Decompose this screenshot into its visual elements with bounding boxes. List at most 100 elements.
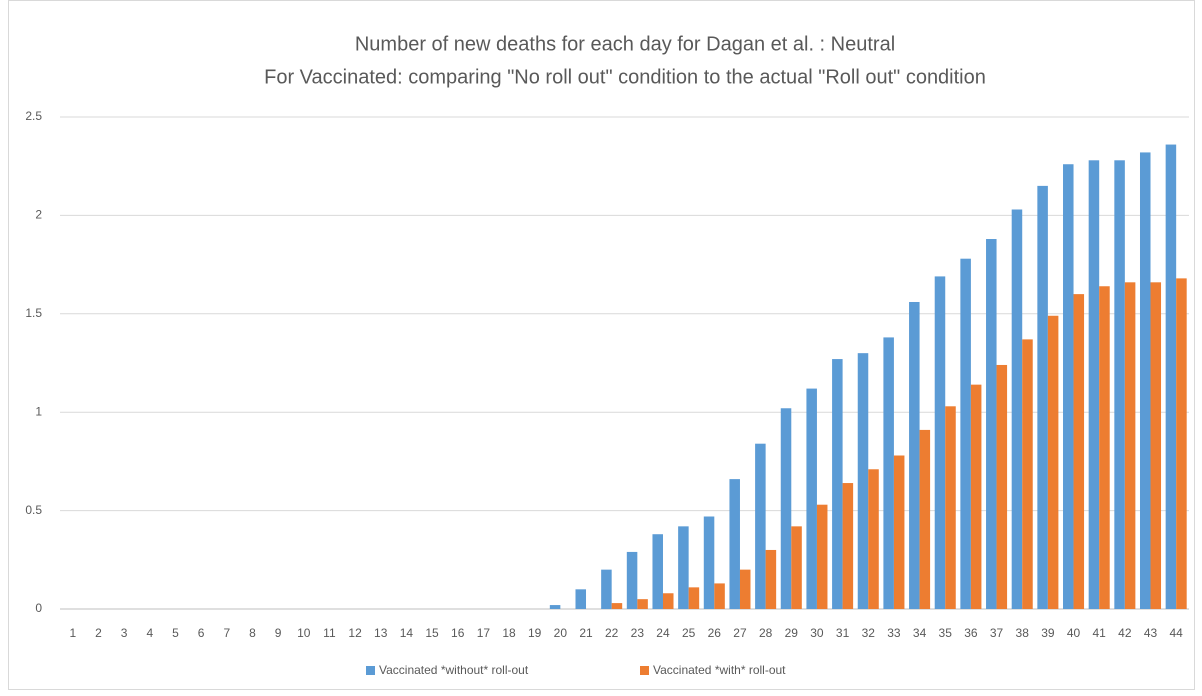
bar (1073, 294, 1085, 609)
x-tick-label: 33 (887, 626, 901, 640)
x-tick-label: 32 (862, 626, 876, 640)
x-tick-label: 18 (502, 626, 516, 640)
legend-swatch (366, 666, 375, 675)
x-tick-label: 21 (579, 626, 593, 640)
bar (857, 353, 869, 609)
bar (549, 605, 561, 609)
bar (755, 443, 766, 609)
y-tick-label: 2.5 (25, 109, 42, 123)
x-tick-label: 9 (275, 626, 282, 640)
bar (1037, 185, 1048, 609)
x-tick-label: 7 (223, 626, 230, 640)
bar (1150, 282, 1162, 609)
x-tick-label: 39 (1041, 626, 1055, 640)
x-tick-label: 43 (1144, 626, 1158, 640)
bar (1114, 160, 1125, 609)
bar (919, 429, 931, 609)
bar (1088, 160, 1100, 609)
bar (688, 587, 700, 609)
bar (626, 551, 638, 609)
x-tick-label: 38 (1016, 626, 1030, 640)
bar (1139, 152, 1151, 609)
bar (1047, 315, 1059, 609)
bar (986, 239, 997, 610)
bar (765, 549, 777, 609)
bar (637, 599, 648, 609)
x-tick-label: 20 (554, 626, 568, 640)
legend-swatch (640, 666, 649, 675)
bar (1011, 209, 1023, 609)
bar (652, 534, 663, 609)
bar (945, 406, 956, 609)
bar (883, 337, 894, 609)
bar (703, 516, 715, 609)
x-tick-label: 11 (323, 626, 336, 640)
x-tick-label: 37 (990, 626, 1004, 640)
x-tick-label: 44 (1169, 626, 1183, 640)
x-tick-label: 3 (121, 626, 128, 640)
x-tick-label: 16 (451, 626, 465, 640)
x-tick-label: 34 (913, 626, 927, 640)
x-tick-label: 23 (631, 626, 645, 640)
x-tick-label: 30 (810, 626, 824, 640)
bar (1022, 339, 1033, 609)
x-tick-label: 28 (759, 626, 773, 640)
x-tick-label: 14 (400, 626, 414, 640)
bar (816, 504, 828, 609)
x-tick-label: 29 (785, 626, 799, 640)
bar (611, 603, 623, 609)
bar (714, 583, 725, 609)
bar (662, 593, 674, 609)
x-tick-label: 25 (682, 626, 696, 640)
chart-subtitle: For Vaccinated: comparing "No roll out" … (264, 66, 986, 88)
x-tick-label: 5 (172, 626, 179, 640)
x-tick-label: 35 (939, 626, 953, 640)
x-tick-label: 42 (1118, 626, 1132, 640)
x-tick-label: 27 (733, 626, 747, 640)
x-tick-label: 15 (425, 626, 439, 640)
chart-title: Number of new deaths for each day for Da… (355, 33, 895, 55)
bar (868, 469, 879, 609)
x-tick-label: 24 (656, 626, 670, 640)
bar (791, 526, 802, 609)
bar (970, 384, 982, 609)
bar (780, 408, 792, 609)
x-tick-label: 13 (374, 626, 388, 640)
x-tick-label: 31 (836, 626, 850, 640)
x-tick-label: 2 (95, 626, 102, 640)
bar (806, 388, 817, 609)
x-tick-label: 17 (477, 626, 491, 640)
bar (729, 479, 740, 609)
bar (1176, 278, 1187, 609)
bar (575, 589, 587, 609)
bar (832, 359, 843, 609)
x-tick-label: 41 (1093, 626, 1107, 640)
y-tick-label: 0.5 (25, 503, 42, 517)
x-tick-label: 6 (198, 626, 205, 640)
x-tick-label: 36 (964, 626, 978, 640)
x-tick-label: 8 (249, 626, 256, 640)
legend-label: Vaccinated *with* roll-out (653, 663, 786, 677)
bar (909, 301, 920, 609)
bar (1124, 282, 1136, 609)
bar (601, 569, 612, 609)
x-tick-label: 4 (146, 626, 153, 640)
y-tick-label: 0 (35, 601, 42, 615)
bar (893, 455, 905, 609)
y-tick-label: 1.5 (25, 306, 42, 320)
bar (996, 364, 1008, 609)
x-tick-label: 22 (605, 626, 619, 640)
bar (1165, 144, 1177, 609)
bar (739, 569, 751, 609)
x-tick-label: 19 (528, 626, 542, 640)
y-tick-label: 2 (35, 208, 42, 222)
bar (842, 483, 854, 609)
bar (1099, 286, 1110, 609)
x-tick-label: 1 (69, 626, 76, 640)
bar (1063, 164, 1074, 609)
x-tick-label: 40 (1067, 626, 1081, 640)
x-tick-label: 12 (348, 626, 362, 640)
bar (960, 258, 971, 609)
bar (934, 276, 946, 609)
